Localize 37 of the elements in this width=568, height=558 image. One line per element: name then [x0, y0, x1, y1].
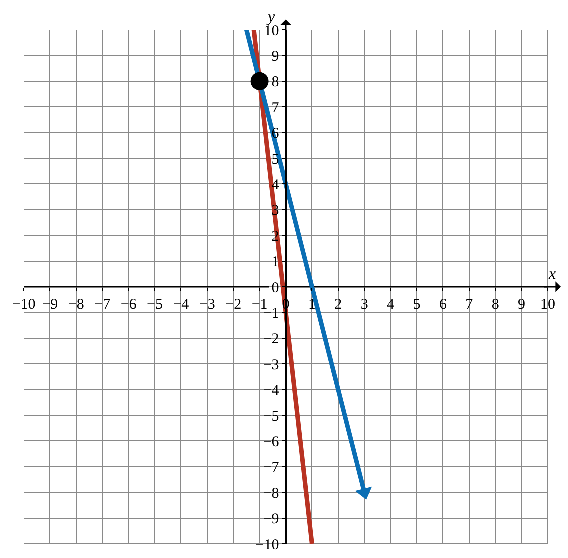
x-tick-label: −3	[199, 297, 216, 313]
y-tick-label: −7	[263, 460, 280, 476]
y-tick-label: 9	[272, 48, 280, 65]
y-tick-label: −10	[256, 537, 280, 554]
x-tick-label: 9	[518, 297, 526, 313]
x-tick-label: 4	[387, 297, 396, 313]
y-tick-label: 8	[272, 74, 280, 91]
x-tick-label: −1	[252, 297, 268, 313]
y-tick-label: 2	[272, 228, 280, 245]
x-tick-label: 3	[360, 297, 368, 313]
x-tick-label: 8	[492, 297, 500, 313]
y-tick-label: 1	[272, 254, 280, 271]
x-tick-label: 2	[334, 297, 342, 313]
x-tick-label: 5	[413, 297, 421, 313]
x-tick-label: −7	[94, 297, 112, 313]
y-tick-label: −9	[263, 512, 280, 528]
x-tick-label: 10	[540, 297, 556, 313]
x-tick-label: 7	[466, 297, 474, 313]
y-tick-label: −6	[263, 434, 280, 450]
x-tick-label: −6	[120, 297, 138, 313]
y-tick-label: −8	[263, 486, 280, 502]
y-tick-label: −5	[263, 408, 280, 425]
y-tick-label: 0	[272, 280, 280, 296]
x-tick-label: −8	[68, 297, 84, 313]
x-tick-label: −9	[42, 297, 58, 313]
y-tick-label: 7	[272, 100, 280, 116]
x-axis-title: x	[548, 266, 556, 283]
y-tick-label: −4	[263, 383, 280, 400]
x-tick-label: 6	[439, 297, 448, 313]
y-tick-label: −2	[263, 332, 280, 348]
y-tick-label: −3	[263, 357, 280, 374]
x-tick-label: −5	[147, 297, 163, 313]
x-tick-label: −10	[12, 297, 36, 313]
x-tick-label: −4	[173, 297, 190, 313]
y-axis-title: y	[266, 9, 276, 26]
x-tick-label: −2	[226, 297, 242, 313]
x-tick-label: 1	[308, 297, 316, 313]
